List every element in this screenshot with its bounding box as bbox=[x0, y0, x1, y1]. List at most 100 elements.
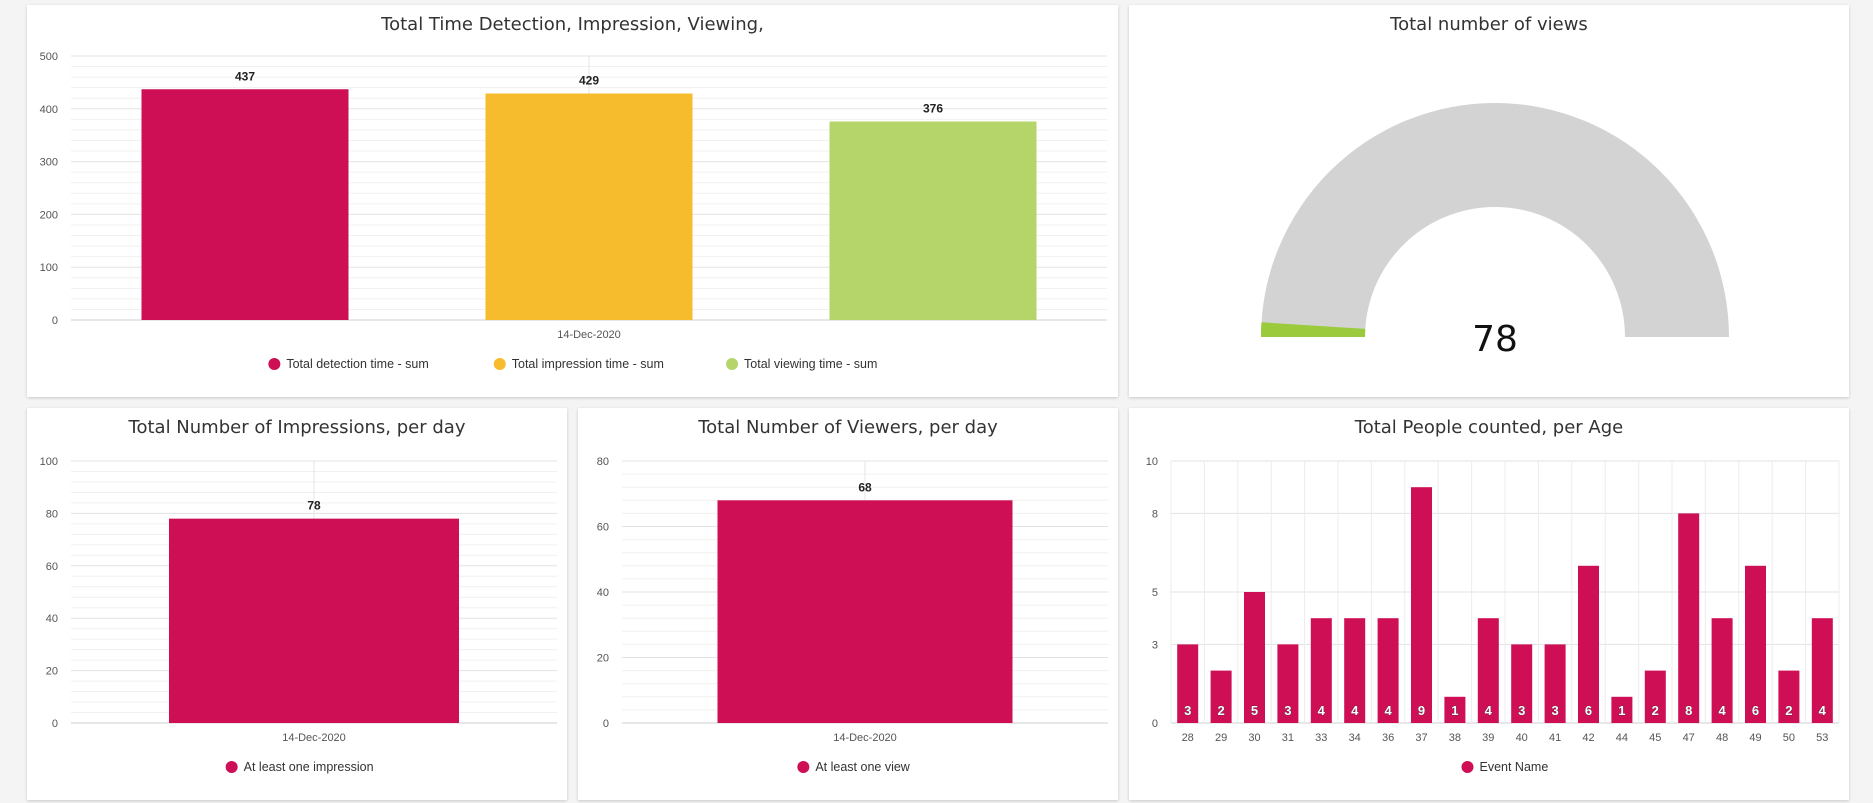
data-label: 3 bbox=[1518, 703, 1525, 718]
data-label: 437 bbox=[235, 69, 255, 83]
data-label: 3 bbox=[1284, 703, 1291, 718]
legend-marker bbox=[225, 761, 238, 773]
bar bbox=[1745, 565, 1766, 723]
data-label: 6 bbox=[1585, 703, 1592, 718]
x-tick-label: 47 bbox=[1683, 732, 1695, 744]
y-tick-label: 0 bbox=[52, 718, 58, 730]
gauge-total-views: 78 bbox=[1261, 103, 1729, 360]
legend-label: At least one view bbox=[815, 760, 910, 774]
y-tick-label: 100 bbox=[40, 262, 58, 274]
data-label: 4 bbox=[1384, 703, 1392, 718]
data-label: 4 bbox=[1351, 703, 1359, 718]
data-label: 3 bbox=[1551, 703, 1558, 718]
data-label: 4 bbox=[1485, 703, 1493, 718]
y-tick-label: 40 bbox=[597, 587, 609, 599]
legend-label: Total impression time - sum bbox=[512, 357, 664, 371]
bar bbox=[1177, 644, 1199, 723]
y-tick-label: 0 bbox=[52, 315, 58, 327]
x-tick-label: 40 bbox=[1516, 732, 1528, 744]
x-tick-label: 50 bbox=[1783, 732, 1795, 744]
x-tick-label: 28 bbox=[1182, 732, 1194, 744]
gauge-value: 78 bbox=[1472, 319, 1518, 360]
panel-total-time: Total Time Detection, Impression, Viewin… bbox=[27, 5, 1118, 397]
y-tick-label: 3 bbox=[1152, 639, 1158, 651]
chart-total-time: 0 100 200 300 400 500 437 429 376 14-Dec-2020 Tota… bbox=[40, 51, 1107, 371]
data-label: 5 bbox=[1251, 703, 1258, 718]
y-tick-label: 10 bbox=[1146, 456, 1158, 468]
legend-marker bbox=[493, 358, 506, 370]
y-tick-label: 100 bbox=[40, 456, 58, 468]
x-tick-label: 31 bbox=[1282, 732, 1294, 744]
x-tick-label: 36 bbox=[1382, 732, 1394, 744]
data-label: 1 bbox=[1451, 703, 1458, 718]
data-label: 9 bbox=[1418, 703, 1425, 718]
y-tick-label: 60 bbox=[46, 561, 58, 573]
data-label: 429 bbox=[579, 73, 599, 87]
bar bbox=[1611, 696, 1633, 723]
bar bbox=[1411, 487, 1432, 723]
y-tick-label: 500 bbox=[40, 51, 58, 63]
x-tick-label: 33 bbox=[1315, 732, 1327, 744]
data-label: 2 bbox=[1217, 703, 1224, 718]
panel-total-views: Total number of views 78 bbox=[1129, 5, 1849, 397]
legend-marker bbox=[268, 358, 281, 370]
x-tick-label: 44 bbox=[1616, 732, 1628, 744]
y-tick-label: 60 bbox=[597, 522, 609, 534]
data-label: 2 bbox=[1652, 703, 1659, 718]
x-tick-label: 34 bbox=[1349, 732, 1361, 744]
y-tick-label: 5 bbox=[1152, 587, 1158, 599]
x-tick-label: 37 bbox=[1415, 732, 1427, 744]
data-label: 4 bbox=[1819, 703, 1827, 718]
chart-title: Total number of views bbox=[1390, 14, 1588, 35]
bar bbox=[1811, 618, 1833, 723]
x-tick-label: 39 bbox=[1482, 732, 1494, 744]
gauge-track bbox=[1261, 103, 1729, 337]
bar bbox=[1210, 670, 1232, 723]
data-label: 4 bbox=[1718, 703, 1726, 718]
data-label: 3 bbox=[1184, 703, 1191, 718]
bar bbox=[1344, 618, 1366, 723]
chart-title: Total Number of Viewers, per day bbox=[698, 417, 998, 438]
bar bbox=[1277, 644, 1299, 723]
y-tick-label: 40 bbox=[46, 613, 58, 625]
y-tick-label: 200 bbox=[40, 209, 58, 221]
x-tick-label: 30 bbox=[1248, 732, 1260, 744]
x-tick-label: 14-Dec-2020 bbox=[557, 329, 621, 341]
gauge-fill bbox=[1261, 322, 1366, 337]
data-label: 78 bbox=[307, 499, 321, 513]
data-label: 4 bbox=[1318, 703, 1326, 718]
bar bbox=[1377, 618, 1399, 723]
y-tick-label: 20 bbox=[597, 653, 609, 665]
bar bbox=[1477, 618, 1499, 723]
bar bbox=[141, 89, 349, 320]
panel-impressions: Total Number of Impressions, per day 0 20… bbox=[27, 408, 567, 800]
legend-marker bbox=[726, 358, 739, 370]
x-tick-label: 49 bbox=[1749, 732, 1761, 744]
chart-title: Total People counted, per Age bbox=[1354, 417, 1624, 438]
x-tick-label: 14-Dec-2020 bbox=[282, 732, 346, 744]
legend-label: At least one impression bbox=[244, 760, 374, 774]
x-tick-label: 38 bbox=[1449, 732, 1461, 744]
bar bbox=[1444, 696, 1466, 723]
y-tick-label: 400 bbox=[40, 104, 58, 116]
data-label: 1 bbox=[1618, 703, 1625, 718]
bar bbox=[1244, 592, 1265, 723]
legend-label: Event Name bbox=[1480, 760, 1549, 774]
bar bbox=[485, 93, 693, 320]
y-tick-label: 80 bbox=[46, 508, 58, 520]
y-tick-label: 80 bbox=[597, 456, 609, 468]
y-tick-label: 8 bbox=[1152, 508, 1158, 520]
bar bbox=[1644, 670, 1666, 723]
legend-label: Total detection time - sum bbox=[286, 357, 428, 371]
data-label: 2 bbox=[1785, 703, 1792, 718]
bar bbox=[1711, 618, 1733, 723]
bar bbox=[1778, 670, 1800, 723]
x-tick-label: 14-Dec-2020 bbox=[833, 732, 897, 744]
x-tick-label: 41 bbox=[1549, 732, 1561, 744]
bar bbox=[1678, 513, 1700, 723]
y-tick-label: 20 bbox=[46, 666, 58, 678]
x-tick-label: 29 bbox=[1215, 732, 1227, 744]
bar bbox=[1310, 618, 1332, 723]
chart-title: Total Number of Impressions, per day bbox=[128, 417, 466, 438]
y-tick-label: 0 bbox=[603, 718, 609, 730]
